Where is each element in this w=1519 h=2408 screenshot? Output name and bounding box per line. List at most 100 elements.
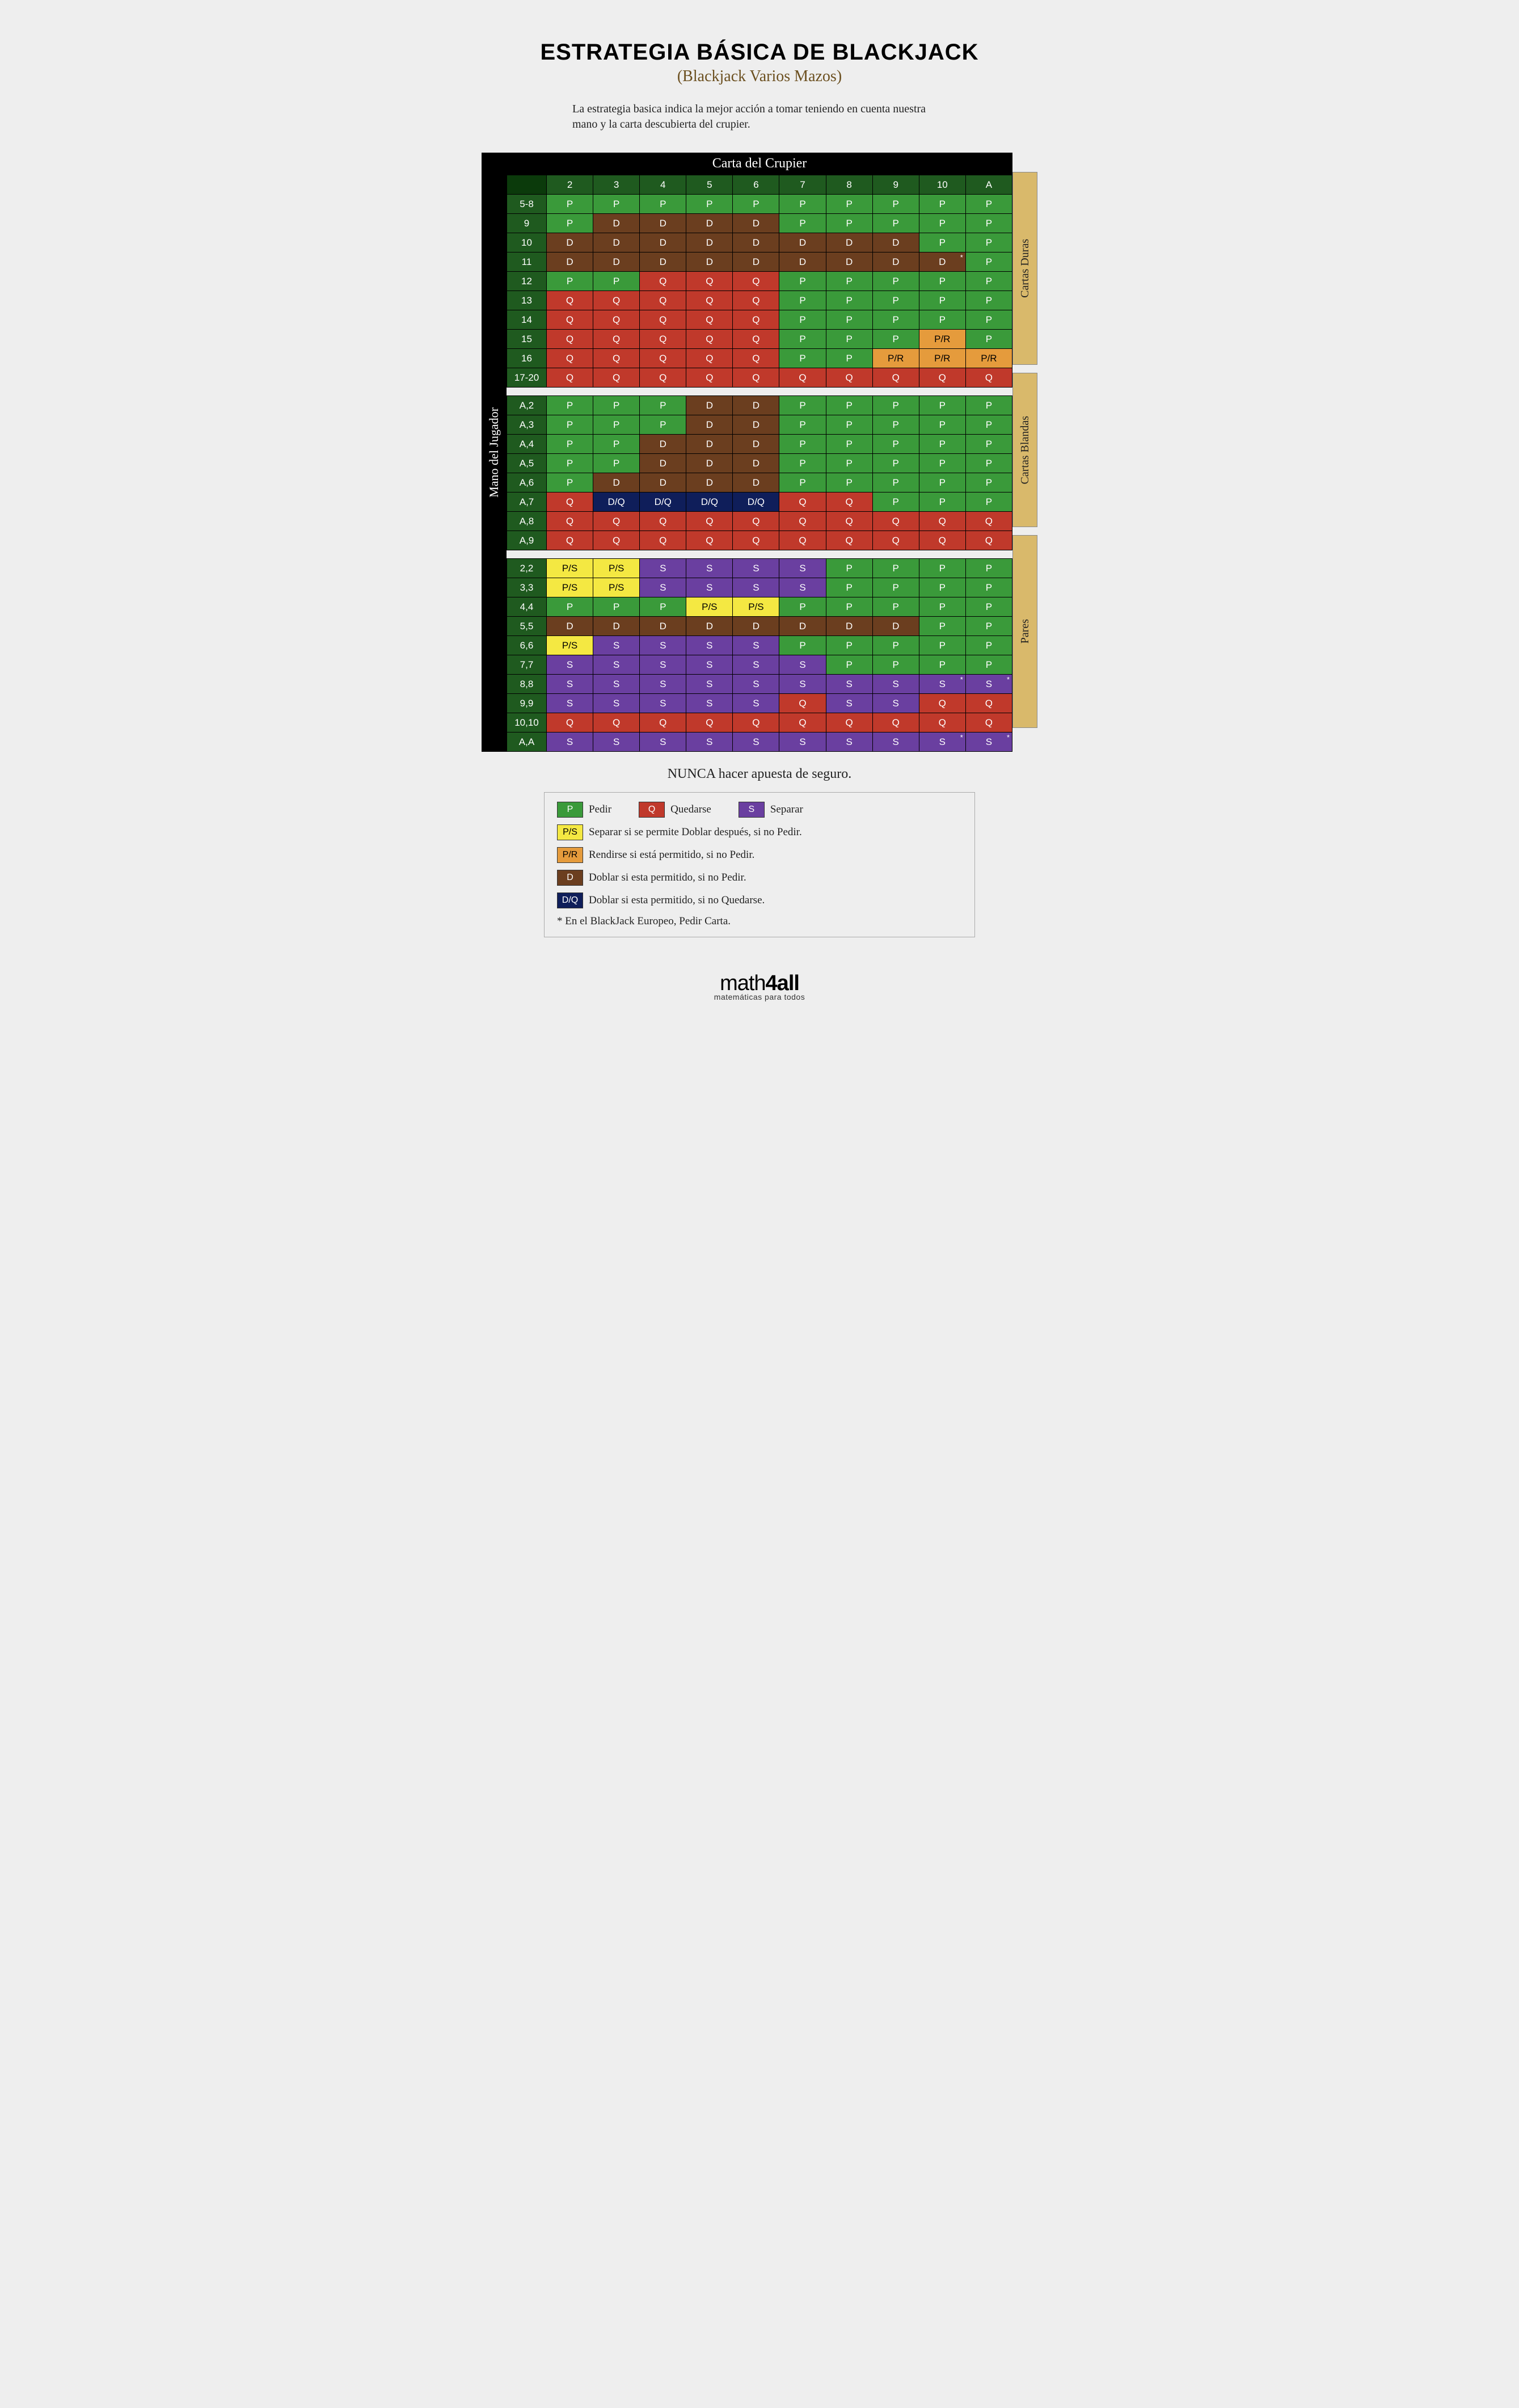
strategy-cell: P [593,435,640,454]
strategy-cell: P [872,415,919,435]
strategy-cell: P [965,396,1012,415]
strategy-cell: D/Q [686,492,733,512]
strategy-cell: P [965,636,1012,655]
dealer-card-header: 7 [779,175,826,195]
strategy-cell: Q [593,310,640,330]
strategy-cell: Q [779,694,826,713]
strategy-cell: P [826,473,872,492]
strategy-cell: P [919,310,965,330]
strategy-cell: S [547,732,593,752]
page: ESTRATEGIA BÁSICA DE BLACKJACK (Blackjac… [482,34,1037,1001]
player-hand-header: A,6 [507,473,547,492]
strategy-cell: S [826,694,872,713]
legend-row: PPedirQQuedarseSSeparar [557,802,962,818]
intro-text: La estrategia basica indica la mejor acc… [572,102,947,132]
strategy-cell: P [779,195,826,214]
strategy-cell: S [826,675,872,694]
strategy-cell: P [965,559,1012,578]
legend-swatch: P [557,802,583,818]
player-hand-header: 9 [507,214,547,233]
legend-item: PPedir [557,802,611,818]
player-hand-header: 2,2 [507,559,547,578]
strategy-cell: P [919,578,965,597]
strategy-cell: P [826,214,872,233]
strategy-cell: S [640,694,686,713]
strategy-cell: S [593,655,640,675]
strategy-cell: Q [593,330,640,349]
strategy-cell: P [779,291,826,310]
strategy-cell: P [919,473,965,492]
strategy-cell: Q [686,713,733,732]
strategy-cell: P [965,272,1012,291]
strategy-cell: P [547,435,593,454]
strategy-cell: D [686,473,733,492]
strategy-cell: S [640,732,686,752]
strategy-cell: Q [686,330,733,349]
strategy-cell: P [919,214,965,233]
strategy-cell: P [919,559,965,578]
strategy-cell: D [593,252,640,272]
strategy-cell: Q [826,492,872,512]
legend-label: Separar si se permite Doblar después, si… [589,826,802,839]
strategy-cell: D [733,214,779,233]
strategy-cell: Q [547,512,593,531]
footer-logo: math4all matemáticas para todos [482,971,1037,1001]
strategy-cell: Q [640,531,686,550]
section-labels-column: Cartas DurasCartas BlandasPares [1012,153,1037,752]
strategy-cell: Q [686,512,733,531]
strategy-cell: P [779,214,826,233]
player-hand-header: 5-8 [507,195,547,214]
strategy-cell: P/R [919,349,965,368]
strategy-cell: Q [733,368,779,388]
strategy-cell: P/S [547,578,593,597]
section-label-hard: Cartas Duras [1012,172,1037,365]
strategy-cell: S [686,694,733,713]
legend-label: Quedarse [670,803,711,816]
strategy-cell: S [779,578,826,597]
page-title: ESTRATEGIA BÁSICA DE BLACKJACK [482,40,1037,65]
strategy-cell: S* [919,675,965,694]
strategy-cell: Q [686,531,733,550]
strategy-cell: Q [593,291,640,310]
strategy-cell: P [826,655,872,675]
legend-label: Separar [770,803,803,816]
strategy-cell: P [919,291,965,310]
strategy-cell: D [640,473,686,492]
strategy-cell: P [826,310,872,330]
strategy-cell: Q [965,368,1012,388]
strategy-cell: P [779,473,826,492]
strategy-cell: P [593,454,640,473]
strategy-cell: P [965,617,1012,636]
dealer-card-header: 6 [733,175,779,195]
strategy-cell: D [779,252,826,272]
tables-host: 2345678910A5-8PPPPPPPPPP9PDDDDPPPPP10DDD… [507,175,1012,752]
strategy-cell: P [640,597,686,617]
strategy-cell: Q [733,531,779,550]
strategy-cell: Q [547,713,593,732]
strategy-cell: P/R [872,349,919,368]
dealer-card-header: 3 [593,175,640,195]
player-hand-header: 5,5 [507,617,547,636]
strategy-cell: S [640,559,686,578]
strategy-cell: S [826,732,872,752]
strategy-cell: P [547,415,593,435]
strategy-cell: S [640,578,686,597]
strategy-cell: P [826,559,872,578]
strategy-cell: P [547,396,593,415]
strategy-cell: S [547,655,593,675]
strategy-cell: S [593,694,640,713]
strategy-cell: P [965,252,1012,272]
strategy-cell: Q [593,349,640,368]
strategy-cell: P [547,195,593,214]
legend-note: * En el BlackJack Europeo, Pedir Carta. [557,915,962,928]
strategy-cell: D [593,617,640,636]
player-hand-header: 11 [507,252,547,272]
strategy-cell: Q [733,713,779,732]
strategy-cell: S [547,675,593,694]
strategy-cell: D [686,214,733,233]
strategy-cell: D [686,233,733,252]
strategy-cell: D [826,233,872,252]
strategy-cell: P [686,195,733,214]
strategy-cell: Q [640,368,686,388]
strategy-cell: Q [547,349,593,368]
